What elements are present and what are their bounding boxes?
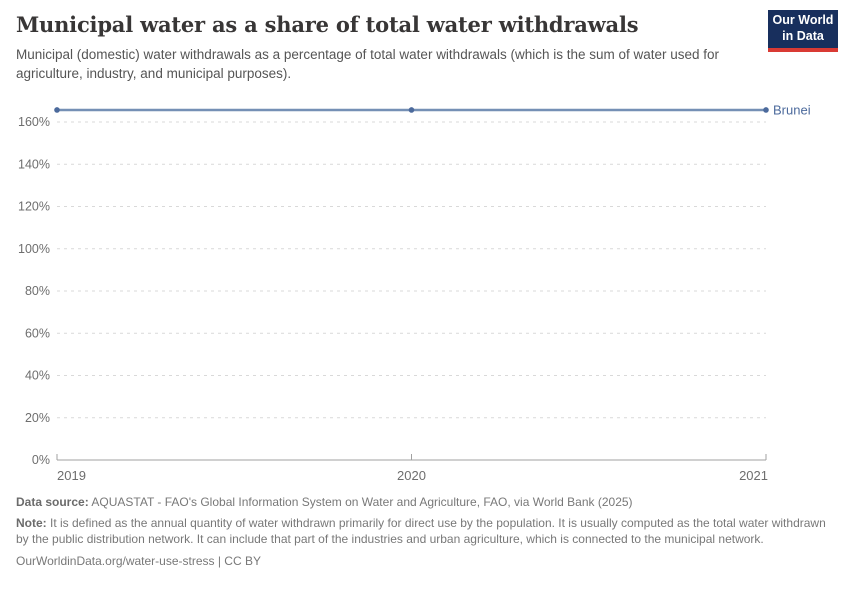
data-source-label: Data source: [16, 495, 89, 509]
data-source-line: Data source: AQUASTAT - FAO's Global Inf… [16, 494, 836, 510]
y-axis-tick-label: 40% [25, 369, 50, 383]
owid-logo[interactable]: Our World in Data [768, 10, 838, 52]
note-text: It is defined as the annual quantity of … [16, 516, 826, 547]
data-source-text: AQUASTAT - FAO's Global Information Syst… [88, 495, 633, 509]
data-point-marker [54, 107, 60, 113]
note-label: Note: [16, 516, 47, 531]
y-axis-tick-label: 100% [18, 242, 50, 256]
y-axis-tick-label: 140% [18, 157, 50, 171]
citation-link[interactable]: OurWorldinData.org/water-use-stress | CC… [16, 553, 261, 568]
x-axis-tick-label: 2021 [739, 468, 768, 483]
x-axis-tick-label: 2019 [57, 468, 86, 483]
y-axis-tick-label: 80% [25, 284, 50, 298]
owid-logo-line1: Our World [772, 13, 834, 28]
y-axis-tick-label: 160% [18, 115, 50, 129]
y-axis-tick-label: 120% [18, 200, 50, 214]
chart-subtitle: Municipal (domestic) water withdrawals a… [16, 47, 720, 81]
owid-logo-line2: in Data [782, 29, 824, 43]
x-axis-tick-label: 2020 [397, 468, 426, 483]
chart-header: Municipal water as a share of total wate… [16, 12, 751, 84]
y-axis-tick-label: 60% [25, 326, 50, 340]
note-line: Note: It is defined as the annual quanti… [16, 515, 836, 547]
chart-footer: Data source: AQUASTAT - FAO's Global Inf… [16, 494, 836, 569]
series-entity-label[interactable]: Brunei [773, 102, 811, 117]
line-chart: 0% 20% 40% 60% 80% 100% 120% 140% 160% 2019 2020 20… [18, 102, 811, 483]
data-point-marker [408, 107, 415, 113]
y-axis-tick-label: 0% [32, 453, 50, 467]
page-title: Municipal water as a share of total wate… [16, 12, 639, 37]
y-axis-tick-label: 20% [25, 411, 50, 425]
data-point-marker [763, 107, 769, 113]
